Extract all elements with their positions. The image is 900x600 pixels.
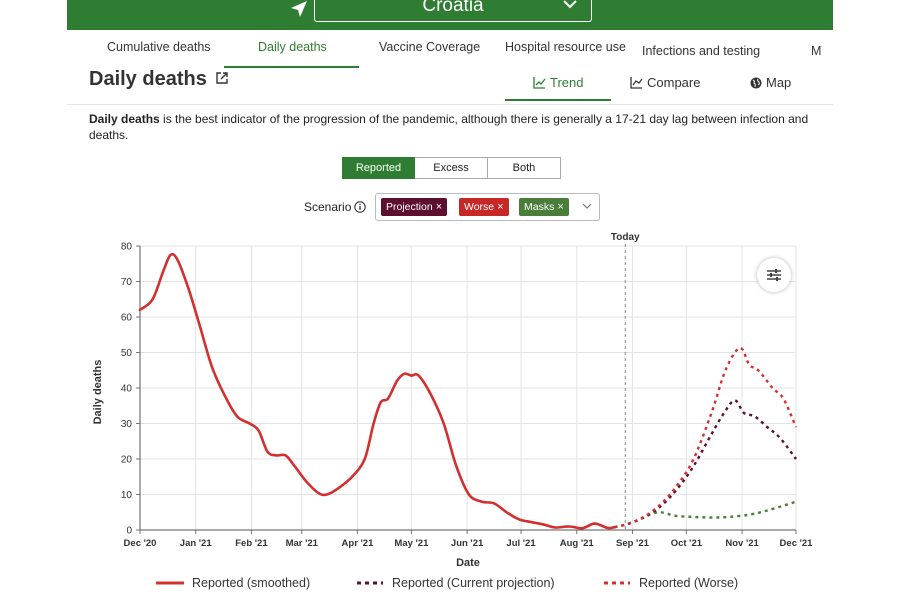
x-tick-label: Dec '21 [780,538,814,549]
tab-cumulative-deaths[interactable]: Cumulative deaths [107,40,211,54]
description-text: is the best indicator of the progression… [89,112,809,142]
x-tick-label: May '21 [394,538,429,549]
legend-item[interactable]: Reported (Worse) [603,576,738,590]
title-row: Daily deaths Trend Compare Map [67,66,833,105]
today-label: Today [611,232,640,243]
tab-hospital-resource-use[interactable]: Hospital resource use [505,40,626,54]
scenario-select[interactable]: Projection × Worse × Masks × [375,193,600,221]
x-tick-label: Mar '21 [286,538,319,549]
legend-swatch [604,581,630,585]
legend-swatch [156,581,184,585]
x-tick-label: Feb '21 [235,538,268,549]
info-icon[interactable] [354,201,367,213]
y-tick-label: 30 [121,419,133,430]
view-tab-compare[interactable]: Compare [630,75,700,90]
mode-reported-button[interactable]: Reported [342,157,415,179]
legend-label: Reported (Current projection) [392,576,555,590]
x-tick-label: Aug '21 [560,538,595,549]
scenario-chip-label: Projection [386,201,433,213]
chevron-down-icon[interactable] [581,201,593,211]
view-tab-map[interactable]: Map [750,75,791,90]
remove-chip-icon[interactable]: × [497,201,504,213]
scenario-chip-label: Masks [524,201,555,213]
y-tick-label: 60 [121,313,133,324]
chevron-down-icon [563,0,577,9]
scenario-chip-worse: Worse × [459,198,509,216]
external-link-icon[interactable] [216,72,228,84]
series-line-reported-current-projection [614,399,797,529]
main-tabs: Cumulative deaths Daily deaths Vaccine C… [67,30,833,70]
active-view-indicator [505,99,611,101]
view-tab-compare-label: Compare [647,75,701,90]
y-axis-label: Daily deaths [92,360,104,425]
y-tick-label: 80 [121,242,133,253]
scenario-chip-projection: Projection × [381,198,448,216]
active-tab-indicator [224,66,359,68]
x-tick-label: Apr '21 [342,538,375,549]
mode-toggle: Reported Excess Both [342,157,561,179]
x-tick-label: Jul '21 [506,538,536,549]
chart-legend: Reported (smoothed) Reported (Current pr… [0,576,900,596]
view-tab-map-label: Map [766,75,792,90]
legend-swatch [357,581,383,585]
y-tick-label: 50 [121,348,133,359]
legend-label: Reported (Worse) [639,576,739,590]
view-tab-trend-label: Trend [550,75,584,90]
mode-both-button[interactable]: Both [488,157,561,179]
remove-chip-icon[interactable]: × [557,201,564,213]
line-chart-icon [533,76,546,89]
y-tick-label: 70 [121,277,133,288]
series-line-masks [614,500,797,529]
top-bar: Croatia [67,0,833,30]
x-axis-label: Date [456,557,480,569]
x-tick-label: Nov '21 [725,538,759,549]
legend-item[interactable]: Reported (Current projection) [356,576,555,590]
scenario-label: Scenario [304,200,367,214]
legend-label: Reported (smoothed) [192,576,311,590]
globe-icon [750,77,762,88]
tab-daily-deaths[interactable]: Daily deaths [258,40,327,54]
x-tick-label: Jan '21 [180,538,213,549]
y-tick-label: 0 [126,526,132,537]
mode-excess-button[interactable]: Excess [415,157,488,179]
country-select-value: Croatia [422,0,484,16]
chart-settings-button[interactable] [757,258,791,292]
scenario-chip-label: Worse [464,201,495,213]
x-tick-label: Oct '21 [671,538,703,549]
tab-infections-and-testing[interactable]: Infections and testing [642,44,761,58]
y-tick-label: 10 [121,490,133,501]
x-tick-label: Sep '21 [616,538,650,549]
remove-chip-icon[interactable]: × [435,201,443,213]
page-title: Daily deaths [89,68,207,90]
series-line-reported-worse [614,346,798,529]
description-bold: Daily deaths [89,112,160,126]
location-arrow-icon[interactable] [289,0,309,20]
compare-chart-icon [630,76,643,89]
x-tick-label: Dec '20 [124,538,157,549]
y-tick-label: 20 [121,455,133,466]
scenario-chip-masks: Masks × [519,198,569,216]
y-tick-label: 40 [121,384,133,395]
tab-more[interactable]: M [811,44,822,58]
x-tick-label: Jun '21 [451,538,484,549]
country-select[interactable]: Croatia [314,0,592,22]
scenario-label-text: Scenario [304,200,352,214]
view-tab-trend[interactable]: Trend [533,75,583,90]
legend-item[interactable]: Reported (smoothed) [156,576,310,590]
description: Daily deaths is the best indicator of th… [89,111,809,143]
sliders-icon [767,269,781,281]
series-line-reported-smoothed [138,252,616,530]
tab-vaccine-coverage[interactable]: Vaccine Coverage [379,40,481,54]
